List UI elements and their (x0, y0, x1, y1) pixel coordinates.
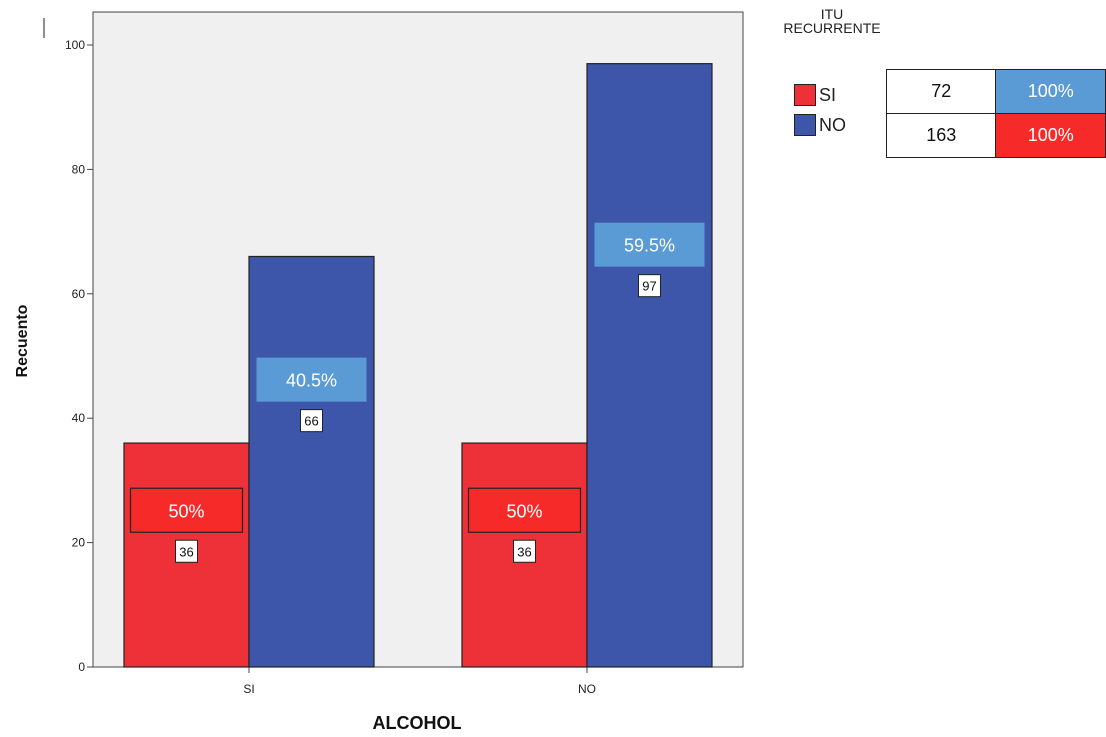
legend-title-line-1: ITU (820, 6, 844, 22)
percent-label-box (256, 357, 367, 402)
y-tick-label: 0 (78, 660, 85, 674)
legend-swatch-no (794, 114, 816, 136)
legend-label-no: NO (819, 114, 846, 135)
bars (123, 63, 713, 668)
y-tick-label: 80 (72, 162, 86, 176)
summary-percent: 100% (995, 113, 1106, 158)
data-labels: 50% 36 50% 36 40.5% 66 59.5% 97 (129, 222, 705, 563)
percent-label: 40.5% (286, 371, 337, 391)
percent-label: 50% (168, 501, 204, 521)
count-label-box (300, 409, 323, 433)
y-axis: 0 20 40 60 80 100 (65, 38, 94, 674)
percent-label: 50% (506, 501, 542, 521)
y-tick-label: 60 (72, 287, 86, 301)
percent-label: 59.5% (624, 236, 675, 256)
summary-row: 72 100% (885, 69, 1106, 114)
y-tick-label: 20 (72, 536, 86, 550)
y-tick-label: 100 (65, 38, 85, 52)
count-label: 66 (304, 414, 318, 429)
percent-label-box (594, 222, 705, 267)
x-axis: SI NO (93, 666, 743, 696)
count-label: 97 (642, 279, 656, 294)
count-label-box (513, 539, 536, 563)
count-label: 36 (179, 544, 193, 559)
x-tick-label: SI (243, 682, 254, 696)
legend-title-line-2: RECURRENTE (783, 20, 881, 36)
summary-percent: 100% (995, 69, 1106, 114)
legend-item-si: SI (794, 83, 836, 107)
bar-no-no (586, 63, 713, 668)
summary-row: 163 100% (885, 113, 1106, 158)
count-label: 36 (517, 544, 531, 559)
legend-item-no: NO (794, 113, 846, 137)
x-axis-title: ALCOHOL (373, 713, 462, 733)
legend-swatch-si (794, 84, 816, 106)
summary-count: 163 (885, 113, 997, 158)
y-tick-label: 40 (72, 411, 86, 425)
x-tick-label: NO (578, 682, 596, 696)
percent-label-box (467, 487, 582, 533)
summary-count: 72 (885, 69, 997, 114)
count-label-box (638, 274, 661, 298)
y-axis-title: Recuento (14, 304, 31, 377)
count-label-box (175, 539, 198, 563)
percent-label-box (129, 487, 244, 533)
bar-no-si (248, 255, 375, 668)
summary-table: 72 100% 163 100% (885, 69, 1106, 158)
legend-label-si: SI (819, 84, 837, 105)
